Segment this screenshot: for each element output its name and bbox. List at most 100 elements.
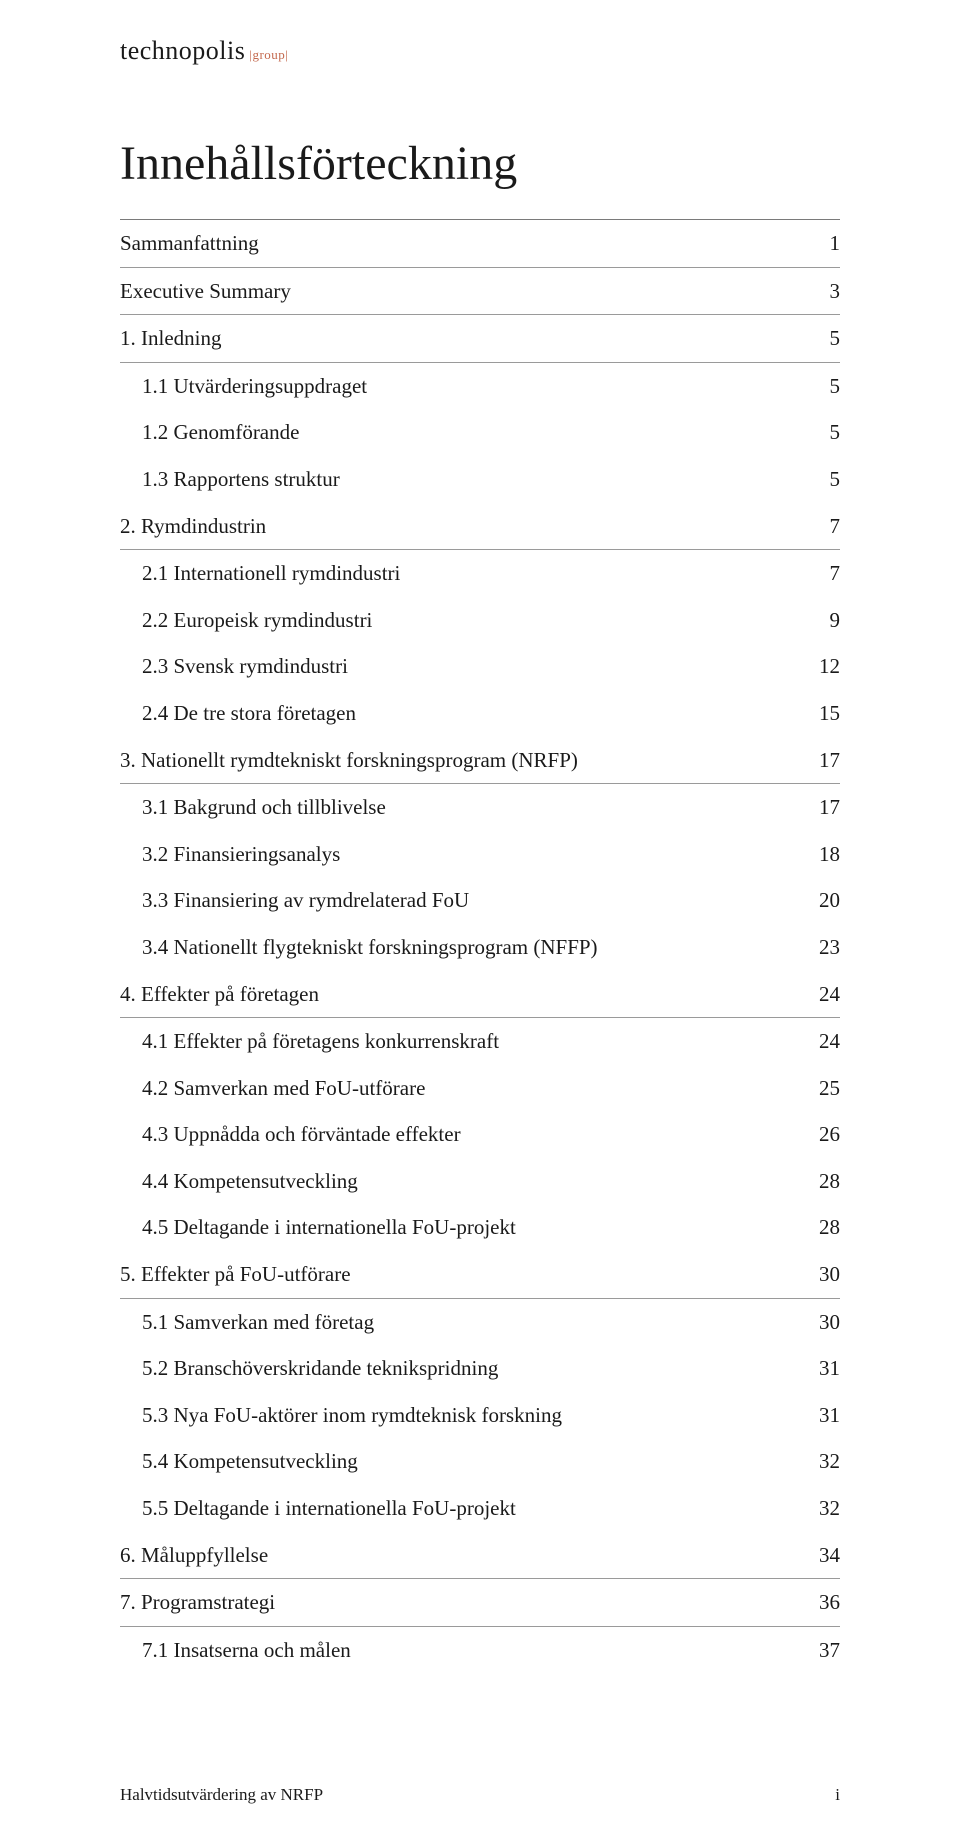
toc-label: 3.3 Finansiering av rymdrelaterad FoU	[142, 884, 810, 918]
toc-label: 1. Inledning	[120, 322, 810, 356]
toc-page-number: 5	[810, 463, 840, 497]
toc-label: 4.2 Samverkan med FoU-utförare	[142, 1072, 810, 1106]
toc-page-number: 23	[810, 931, 840, 965]
toc-page-number: 15	[810, 697, 840, 731]
toc-subsection-row: 3.2 Finansieringsanalys18	[120, 831, 840, 878]
toc-subsection-row: 5.1 Samverkan med företag30	[120, 1299, 840, 1346]
toc-label: 5.3 Nya FoU-aktörer inom rymdteknisk for…	[142, 1399, 810, 1433]
toc-label: 3. Nationellt rymdtekniskt forskningspro…	[120, 744, 810, 778]
toc-label: 7. Programstrategi	[120, 1586, 810, 1620]
table-of-contents: Sammanfattning1Executive Summary31. Inle…	[120, 219, 840, 1673]
toc-section-row: 6. Måluppfyllelse34	[120, 1532, 840, 1580]
toc-page-number: 28	[810, 1165, 840, 1199]
toc-page-number: 5	[810, 322, 840, 356]
footer-left: Halvtidsutvärdering av NRFP	[120, 1785, 323, 1805]
toc-label: 6. Måluppfyllelse	[120, 1539, 810, 1573]
toc-label: 4.3 Uppnådda och förväntade effekter	[142, 1118, 810, 1152]
toc-subsection-row: 1.3 Rapportens struktur5	[120, 456, 840, 503]
toc-section-row: 4. Effekter på företagen24	[120, 971, 840, 1019]
toc-page-number: 17	[810, 744, 840, 778]
toc-page-number: 20	[810, 884, 840, 918]
toc-section-row: Executive Summary3	[120, 268, 840, 316]
toc-label: 4.1 Effekter på företagens konkurrenskra…	[142, 1025, 810, 1059]
toc-page-number: 1	[810, 227, 840, 261]
page-title: Innehållsförteckning	[120, 136, 840, 191]
toc-section-row: 3. Nationellt rymdtekniskt forskningspro…	[120, 737, 840, 785]
brand-logo: technopolis |group|	[120, 36, 840, 66]
toc-page-number: 34	[810, 1539, 840, 1573]
toc-label: 5.4 Kompetensutveckling	[142, 1445, 810, 1479]
toc-section-row: 5. Effekter på FoU-utförare30	[120, 1251, 840, 1299]
toc-page-number: 3	[810, 275, 840, 309]
toc-page-number: 7	[810, 557, 840, 591]
toc-subsection-row: 3.1 Bakgrund och tillblivelse17	[120, 784, 840, 831]
toc-label: 5. Effekter på FoU-utförare	[120, 1258, 810, 1292]
toc-label: 2.4 De tre stora företagen	[142, 697, 810, 731]
toc-section-row: 7. Programstrategi36	[120, 1579, 840, 1627]
toc-subsection-row: 4.3 Uppnådda och förväntade effekter26	[120, 1111, 840, 1158]
toc-subsection-row: 7.1 Insatserna och målen37	[120, 1627, 840, 1674]
toc-section-row: 1. Inledning5	[120, 315, 840, 363]
toc-label: 1.1 Utvärderingsuppdraget	[142, 370, 810, 404]
toc-page-number: 7	[810, 510, 840, 544]
toc-subsection-row: 5.4 Kompetensutveckling32	[120, 1438, 840, 1485]
toc-subsection-row: 3.4 Nationellt flygtekniskt forskningspr…	[120, 924, 840, 971]
toc-label: 7.1 Insatserna och målen	[142, 1634, 810, 1668]
toc-subsection-row: 5.3 Nya FoU-aktörer inom rymdteknisk for…	[120, 1392, 840, 1439]
toc-label: 3.1 Bakgrund och tillblivelse	[142, 791, 810, 825]
toc-page-number: 18	[810, 838, 840, 872]
toc-page-number: 36	[810, 1586, 840, 1620]
toc-label: Sammanfattning	[120, 227, 810, 261]
toc-subsection-row: 2.2 Europeisk rymdindustri9	[120, 597, 840, 644]
toc-page-number: 17	[810, 791, 840, 825]
toc-page-number: 24	[810, 978, 840, 1012]
footer-page-number: i	[835, 1785, 840, 1805]
toc-subsection-row: 4.4 Kompetensutveckling28	[120, 1158, 840, 1205]
toc-page-number: 32	[810, 1445, 840, 1479]
toc-page-number: 31	[810, 1352, 840, 1386]
toc-page-number: 5	[810, 416, 840, 450]
toc-page-number: 12	[810, 650, 840, 684]
toc-page-number: 30	[810, 1258, 840, 1292]
toc-page-number: 28	[810, 1211, 840, 1245]
toc-subsection-row: 1.2 Genomförande5	[120, 409, 840, 456]
toc-label: 4. Effekter på företagen	[120, 978, 810, 1012]
toc-label: 4.5 Deltagande i internationella FoU-pro…	[142, 1211, 810, 1245]
toc-subsection-row: 3.3 Finansiering av rymdrelaterad FoU20	[120, 877, 840, 924]
toc-subsection-row: 1.1 Utvärderingsuppdraget5	[120, 363, 840, 410]
toc-page-number: 30	[810, 1306, 840, 1340]
toc-label: 3.2 Finansieringsanalys	[142, 838, 810, 872]
document-page: technopolis|group| Innehållsförteckning …	[0, 0, 960, 1773]
toc-label: 5.5 Deltagande i internationella FoU-pro…	[142, 1492, 810, 1526]
toc-label: 2.3 Svensk rymdindustri	[142, 650, 810, 684]
toc-label: 2. Rymdindustrin	[120, 510, 810, 544]
toc-section-row: 2. Rymdindustrin7	[120, 503, 840, 551]
toc-label: 1.2 Genomförande	[142, 416, 810, 450]
brand-main: technopolis	[120, 36, 245, 66]
toc-section-row: Sammanfattning1	[120, 220, 840, 268]
toc-page-number: 26	[810, 1118, 840, 1152]
toc-page-number: 31	[810, 1399, 840, 1433]
toc-label: 2.2 Europeisk rymdindustri	[142, 604, 810, 638]
toc-label: 3.4 Nationellt flygtekniskt forskningspr…	[142, 931, 810, 965]
toc-page-number: 24	[810, 1025, 840, 1059]
toc-page-number: 9	[810, 604, 840, 638]
toc-page-number: 5	[810, 370, 840, 404]
toc-subsection-row: 2.3 Svensk rymdindustri12	[120, 643, 840, 690]
page-footer: Halvtidsutvärdering av NRFP i	[120, 1785, 840, 1805]
toc-subsection-row: 2.4 De tre stora företagen15	[120, 690, 840, 737]
toc-subsection-row: 5.2 Branschöverskridande teknikspridning…	[120, 1345, 840, 1392]
toc-page-number: 32	[810, 1492, 840, 1526]
toc-label: Executive Summary	[120, 275, 810, 309]
brand-sub: |group|	[249, 47, 288, 62]
toc-subsection-row: 4.1 Effekter på företagens konkurrenskra…	[120, 1018, 840, 1065]
toc-label: 5.2 Branschöverskridande teknikspridning	[142, 1352, 810, 1386]
toc-label: 5.1 Samverkan med företag	[142, 1306, 810, 1340]
toc-subsection-row: 4.2 Samverkan med FoU-utförare25	[120, 1065, 840, 1112]
toc-subsection-row: 4.5 Deltagande i internationella FoU-pro…	[120, 1204, 840, 1251]
toc-subsection-row: 2.1 Internationell rymdindustri7	[120, 550, 840, 597]
toc-subsection-row: 5.5 Deltagande i internationella FoU-pro…	[120, 1485, 840, 1532]
toc-label: 2.1 Internationell rymdindustri	[142, 557, 810, 591]
toc-page-number: 37	[810, 1634, 840, 1668]
toc-page-number: 25	[810, 1072, 840, 1106]
